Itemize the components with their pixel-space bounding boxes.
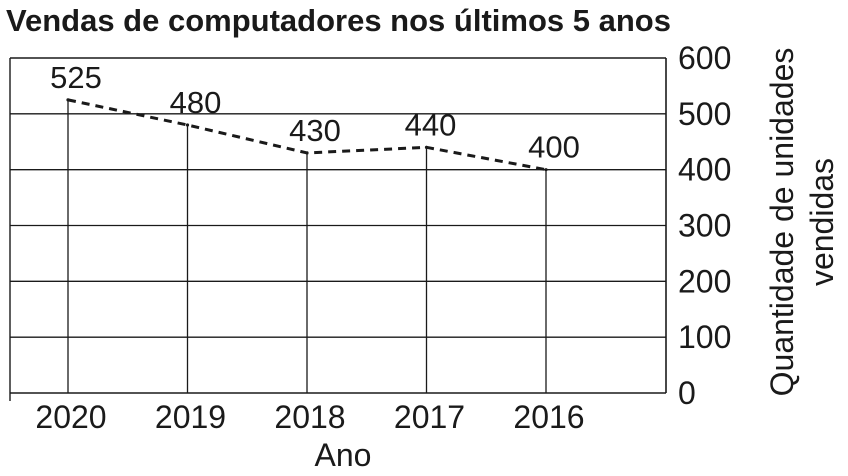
y-tick-label-500: 500 xyxy=(678,96,731,132)
y-tick-label-300: 300 xyxy=(678,208,731,244)
y-tick-label-200: 200 xyxy=(678,263,731,299)
x-tick-label-2017: 2017 xyxy=(394,399,465,435)
grid xyxy=(10,113,666,338)
x-tick-labels: 2020 2019 2018 2017 2016 xyxy=(35,399,584,435)
data-label-2018: 430 xyxy=(289,113,341,148)
data-label-2020: 525 xyxy=(50,60,102,95)
x-tick-label-2016: 2016 xyxy=(513,399,584,435)
x-tick-label-2020: 2020 xyxy=(35,399,106,435)
data-label-2016: 400 xyxy=(528,130,580,165)
chart-title: Vendas de computadores nos últimos 5 ano… xyxy=(6,3,671,38)
x-axis-label: Ano xyxy=(315,437,372,473)
y-tick-label-100: 100 xyxy=(678,319,731,355)
y-tick-labels: 0 100 200 300 400 500 600 xyxy=(678,40,731,411)
y-tick-label-400: 400 xyxy=(678,152,731,188)
data-point-2017 xyxy=(424,145,429,149)
y-tick-label-0: 0 xyxy=(678,375,696,411)
plot-frame xyxy=(9,57,667,401)
data-label-2017: 440 xyxy=(405,107,457,142)
y-axis-label: Quantidade de unidades vendidas xyxy=(764,48,840,397)
data-point-2018 xyxy=(305,151,309,155)
data-point-2016 xyxy=(544,168,548,172)
data-labels: 525 480 430 440 400 xyxy=(50,60,580,165)
data-point-2019 xyxy=(185,123,190,127)
x-tick-label-2018: 2018 xyxy=(274,399,345,435)
y-axis-label-line-1: Quantidade de unidades xyxy=(764,48,800,397)
x-tick-label-2019: 2019 xyxy=(155,399,226,435)
series-line xyxy=(66,98,548,172)
y-axis-label-line-2: vendidas xyxy=(804,158,840,286)
data-point-2020 xyxy=(66,98,70,102)
data-label-2019: 480 xyxy=(170,85,222,120)
vertical-drop-lines xyxy=(67,99,547,393)
y-tick-label-600: 600 xyxy=(678,40,731,76)
